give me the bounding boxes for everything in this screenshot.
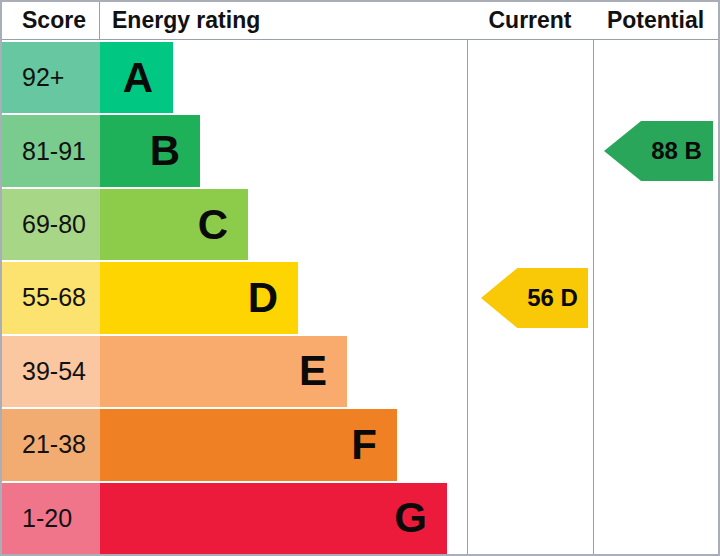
rating-row-d: 55-68 D — [2, 262, 718, 333]
header-current: Current — [467, 2, 593, 39]
rating-bar-g: G — [100, 483, 447, 554]
score-range-c: 69-80 — [2, 189, 100, 260]
grade-letter-e: E — [299, 350, 327, 392]
grade-letter-d: D — [248, 277, 278, 319]
grade-letter-f: F — [351, 424, 377, 466]
rating-bar-f: F — [100, 409, 397, 480]
header-score: Score — [2, 2, 100, 39]
header-potential: Potential — [593, 2, 718, 39]
rating-row-a: 92+ A — [2, 42, 718, 113]
score-range-a: 92+ — [2, 42, 100, 113]
rating-bar-b: B — [100, 115, 200, 186]
grade-letter-b: B — [150, 130, 180, 172]
potential-rating-label: 88 B — [651, 137, 702, 165]
rating-row-f: 21-38 F — [2, 409, 718, 480]
score-range-b: 81-91 — [2, 115, 100, 186]
rating-row-g: 1-20 G — [2, 483, 718, 554]
grade-letter-c: C — [198, 204, 228, 246]
rating-bar-c: C — [100, 189, 248, 260]
rating-row-e: 39-54 E — [2, 336, 718, 407]
grade-letter-g: G — [394, 497, 427, 539]
score-range-e: 39-54 — [2, 336, 100, 407]
header-energy-rating: Energy rating — [100, 2, 467, 39]
grade-letter-a: A — [123, 57, 153, 99]
chart-header: Score Energy rating Current Potential — [2, 2, 718, 40]
score-range-g: 1-20 — [2, 483, 100, 554]
rating-bar-d: D — [100, 262, 298, 333]
rating-bar-e: E — [100, 336, 347, 407]
score-range-f: 21-38 — [2, 409, 100, 480]
score-range-d: 55-68 — [2, 262, 100, 333]
rating-bar-a: A — [100, 42, 173, 113]
rating-rows: 92+ A 81-91 B 69-80 C 55-68 D 39-54 E 21-38 F 1-20 G — [2, 40, 718, 554]
epc-rating-chart: Score Energy rating Current Potential 92… — [0, 0, 720, 556]
current-rating-label: 56 D — [527, 284, 578, 312]
rating-row-c: 69-80 C — [2, 189, 718, 260]
